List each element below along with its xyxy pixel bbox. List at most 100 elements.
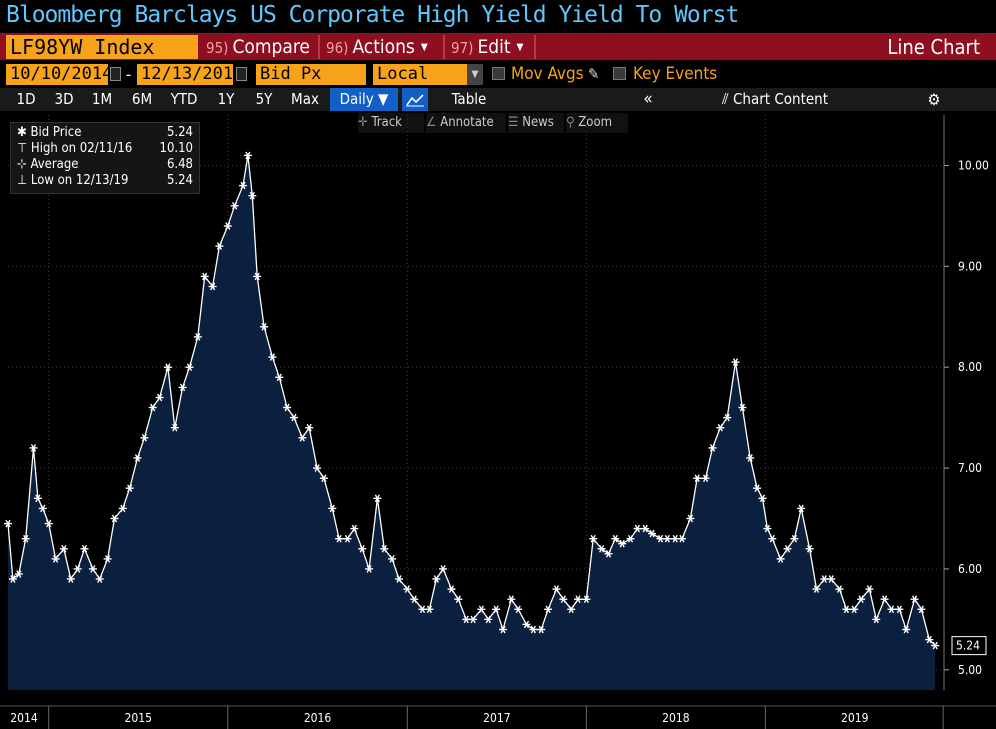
key-events-checkbox[interactable]	[613, 67, 626, 80]
data-point-star	[872, 615, 881, 624]
data-point-star	[544, 605, 553, 614]
data-point-star	[439, 565, 448, 573]
chart-type-label[interactable]: Line Chart	[887, 35, 980, 59]
compare-button[interactable]: 95) Compare	[206, 35, 310, 59]
start-date-field[interactable]: 10/10/2014	[6, 64, 112, 85]
data-point-star	[663, 534, 672, 543]
line-chart-icon[interactable]	[402, 88, 428, 111]
tf-ytd[interactable]: YTD	[170, 90, 198, 108]
data-point-star	[335, 534, 344, 543]
data-point-star	[758, 494, 767, 503]
data-point-star	[350, 524, 359, 533]
chevron-down-icon[interactable]: ▼	[467, 64, 483, 85]
edit-label: Edit	[477, 36, 511, 58]
y-tick-label: 9.00	[958, 259, 982, 273]
data-point-star	[648, 529, 657, 538]
tf-1y[interactable]: 1Y	[217, 90, 235, 108]
tf-3d[interactable]: 3D	[54, 90, 74, 108]
tf-6m[interactable]: 6M	[131, 90, 153, 108]
chart-title: Bloomberg Barclays US Corporate High Yie…	[6, 2, 739, 28]
end-date-field[interactable]: 12/13/2019	[137, 64, 243, 85]
tf-1m[interactable]: 1M	[91, 90, 113, 108]
data-point-star	[125, 484, 134, 493]
y-tick-label: 7.00	[958, 461, 982, 475]
legend-label: Bid Price	[30, 125, 82, 140]
data-point-star	[103, 555, 112, 563]
data-point-star	[865, 585, 874, 593]
data-point-star	[835, 585, 844, 593]
legend-value: 5.24	[166, 125, 193, 140]
data-point-star	[328, 504, 337, 513]
data-point-star	[880, 595, 889, 604]
data-point-star	[686, 514, 695, 523]
data-point-star	[641, 524, 650, 533]
ticker-field[interactable]: LF98YW Index	[6, 35, 198, 59]
data-point-star	[618, 539, 627, 548]
data-point-star	[716, 423, 725, 432]
data-point-star	[133, 454, 142, 462]
chevron-down-icon: ▼	[420, 42, 428, 53]
y-tick-label: 5.00	[958, 663, 982, 677]
annotate-tool[interactable]: ∠ Annotate	[426, 113, 506, 133]
data-point-star	[567, 605, 576, 614]
calendar-icon[interactable]	[236, 67, 247, 81]
tf-max[interactable]: Max	[291, 90, 319, 108]
table-button[interactable]: Table	[451, 90, 487, 108]
legend-label: Average	[30, 157, 79, 172]
actions-label: Actions	[352, 36, 415, 58]
data-point-star	[678, 534, 686, 543]
data-point-star	[589, 534, 598, 543]
calendar-icon[interactable]	[110, 67, 121, 81]
data-point-star	[812, 585, 821, 593]
data-point-star	[931, 641, 940, 650]
pencil-icon[interactable]: ✎	[588, 65, 600, 83]
data-point-star	[797, 504, 806, 513]
y-tick-label: 10.00	[958, 158, 989, 172]
data-point-star	[753, 484, 762, 493]
data-point-star	[462, 615, 471, 624]
data-point-star	[380, 544, 389, 553]
data-point-star	[738, 403, 747, 412]
date-dash: -	[126, 65, 132, 84]
data-point-star	[469, 615, 478, 624]
timeframe-bar	[0, 88, 996, 111]
frequency-dropdown[interactable]: Daily ▼	[330, 88, 398, 111]
tf-1d[interactable]: 1D	[16, 90, 36, 108]
data-point-star	[522, 620, 531, 629]
data-point-star	[373, 494, 382, 503]
tf-5y[interactable]: 5Y	[255, 90, 273, 108]
news-tool[interactable]: ☰ News	[508, 113, 564, 133]
zoom-icon: ⚲	[566, 115, 579, 130]
gear-icon[interactable]: ⚙	[927, 90, 941, 109]
chart-content-button[interactable]: ⫽ Chart Content	[710, 88, 840, 111]
x-tick-label: 2015	[125, 711, 152, 725]
collapse-icon[interactable]: «	[643, 89, 653, 109]
data-point-star	[723, 413, 732, 422]
chart-content-label: Chart Content	[732, 90, 829, 108]
edit-button[interactable]: 97) Edit ▼	[451, 35, 523, 59]
data-point-star	[917, 605, 926, 614]
zoom-tool[interactable]: ⚲ Zoom	[566, 113, 628, 133]
mov-avgs-checkbox[interactable]	[492, 67, 505, 80]
data-point-star	[499, 625, 507, 634]
legend-value: 6.48	[166, 157, 193, 172]
data-point-star	[29, 444, 38, 452]
data-point-star	[827, 575, 836, 583]
data-point-star	[290, 413, 298, 422]
data-point-star	[343, 534, 352, 543]
data-point-star	[529, 625, 538, 634]
data-point-star	[148, 403, 157, 412]
data-point-star	[243, 151, 252, 160]
data-point-star	[633, 524, 642, 533]
field-selector[interactable]: Bid Px	[256, 64, 366, 85]
actions-button[interactable]: 96) Actions ▼	[326, 35, 428, 59]
edit-num: 97)	[451, 39, 474, 57]
data-point-star	[507, 595, 516, 604]
data-point-star	[626, 534, 635, 543]
data-point-star	[805, 544, 814, 553]
legend-row: ⊥ Low on 12/13/19	[17, 173, 128, 189]
data-point-star	[902, 625, 911, 634]
data-point-star	[21, 534, 30, 543]
data-point-star	[298, 433, 307, 442]
